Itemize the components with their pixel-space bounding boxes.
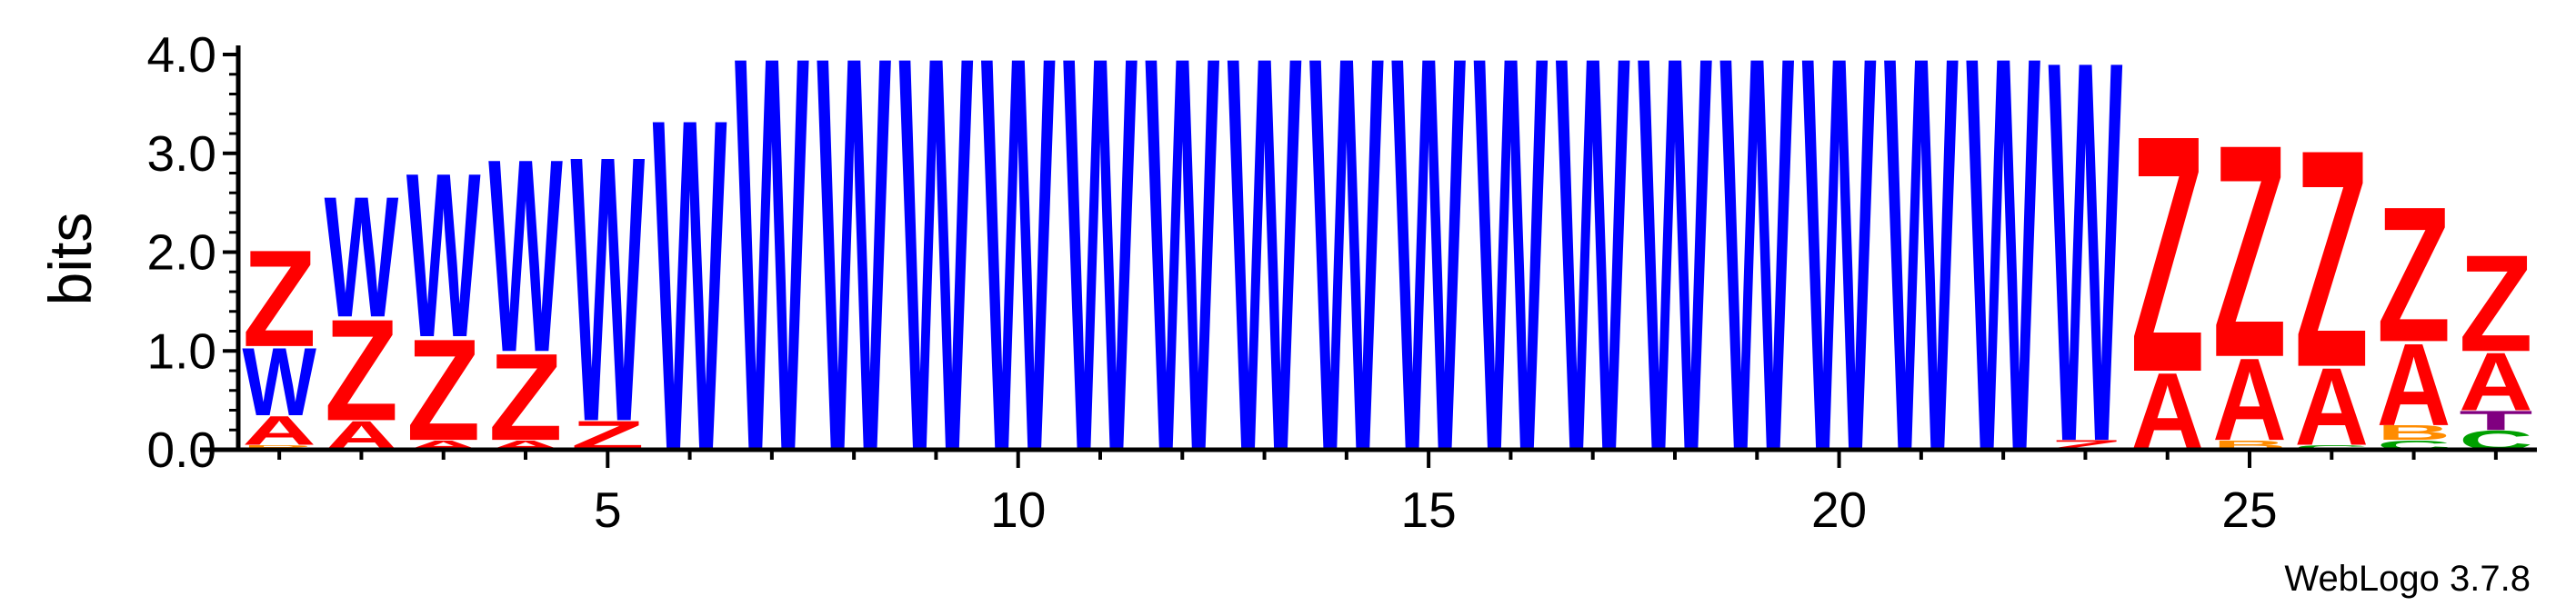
logo-letter-w: W xyxy=(406,124,481,386)
logo-letter-w: W xyxy=(1966,0,2040,571)
logo-letter-w: W xyxy=(2049,0,2123,556)
logo-letter-b: B xyxy=(242,443,316,451)
x-tick-label: 5 xyxy=(594,482,622,538)
logo-letter-t: T xyxy=(2459,405,2532,436)
y-tick-label: 2.0 xyxy=(147,224,216,281)
logo-letter-z: Z xyxy=(2295,84,2369,432)
y-axis-label: bits xyxy=(36,213,104,306)
logo-letter-w: W xyxy=(1474,0,1549,571)
logo-letter-z: Z xyxy=(242,223,316,376)
logo-letter-z: Z xyxy=(2212,82,2286,421)
logo-letter-w: W xyxy=(1556,0,1630,571)
x-ticks: 5 10 15 20 25 xyxy=(277,450,2498,538)
logo-letter-w: W xyxy=(1391,0,1466,571)
logo-letter-b: B xyxy=(2377,422,2451,444)
logo-letter-z: Z xyxy=(2459,227,2532,381)
logo-letter-a: A xyxy=(2459,335,2533,428)
y-tick-label: 1.0 xyxy=(147,323,216,379)
x-tick-label: 25 xyxy=(2221,482,2277,538)
logo-letter-w: W xyxy=(1228,0,1302,571)
logo-letter-w: W xyxy=(325,161,399,353)
logo-letter-w: W xyxy=(1145,0,1219,571)
logo-letter-w: W xyxy=(1884,0,1959,571)
logo-letter-z: Z xyxy=(2377,165,2451,382)
y-ticks: 0.0 1.0 2.0 3.0 4.0 xyxy=(147,26,238,478)
y-tick-label: 4.0 xyxy=(147,26,216,83)
logo-letter-w: W xyxy=(1309,0,1384,571)
logo-letter-w: W xyxy=(981,0,1056,571)
logo-letter-w: W xyxy=(570,76,645,501)
y-tick-label: 3.0 xyxy=(147,125,216,182)
x-tick-label: 10 xyxy=(990,482,1046,538)
logo-letter-a: A xyxy=(2212,333,2287,465)
logo-letter-w: W xyxy=(899,0,974,571)
logo-letter-w: W xyxy=(653,19,727,551)
logo-letter-w: W xyxy=(817,0,891,571)
logo-letter-w: W xyxy=(1802,0,1877,571)
logo-letter-w: W xyxy=(488,103,563,411)
logo-letter-z: Z xyxy=(325,290,398,452)
logo-letter-w: W xyxy=(1719,0,1794,571)
logo-letter-w: W xyxy=(735,0,809,571)
logo-letter-w: W xyxy=(1638,0,1712,571)
logo-letter-c: C xyxy=(2295,443,2370,451)
logo-letter-w: W xyxy=(242,327,316,436)
x-tick-label: 15 xyxy=(1401,482,1457,538)
y-tick-label: 0.0 xyxy=(147,422,216,478)
logo-letter-a: A xyxy=(2377,319,2451,451)
logo-letter-z: Z xyxy=(406,310,480,472)
logo-letter-a: A xyxy=(242,408,316,454)
logo-letter-z: Z xyxy=(488,328,562,467)
x-tick-label: 20 xyxy=(1811,482,1867,538)
logo-letter-z: Z xyxy=(2130,65,2204,442)
weblogo-version: WebLogo 3.7.8 xyxy=(2284,559,2531,599)
logo-letter-w: W xyxy=(1063,0,1138,571)
